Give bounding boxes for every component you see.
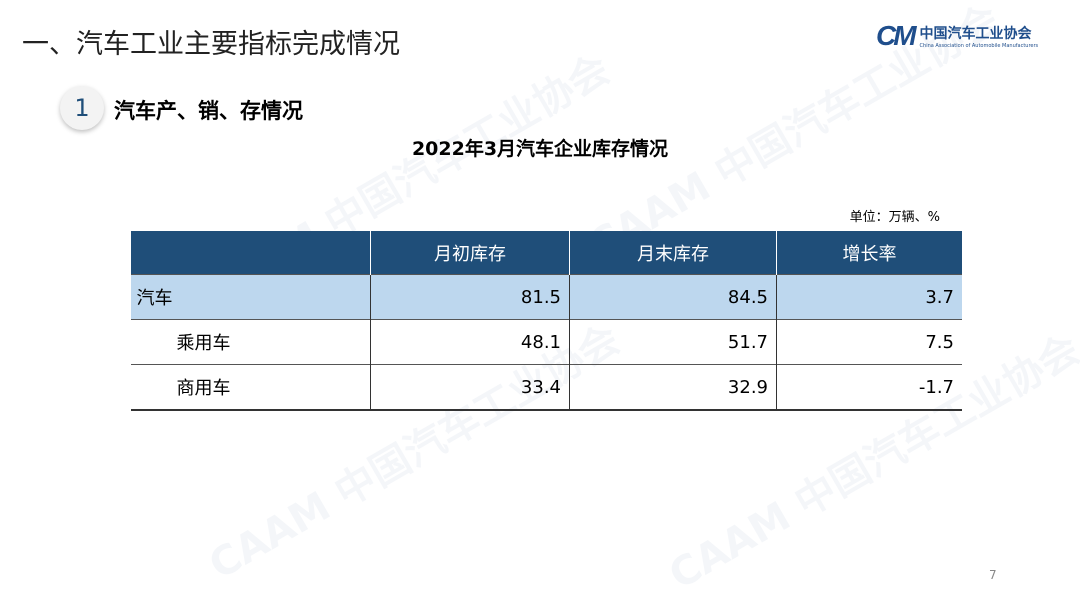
inventory-table: 月初库存 月末库存 增长率 汽车 81.5 84.5 3.7 乘用车 48.1 … [130,231,962,411]
slide-title: 一、汽车工业主要指标完成情况 [22,29,400,60]
cell: 51.7 [569,319,777,365]
header-cell [130,231,371,275]
cell: -1.7 [776,364,962,411]
header-cell: 月末库存 [569,231,777,275]
table-row: 乘用车 48.1 51.7 7.5 [130,319,962,365]
section-number: 1 [60,86,104,130]
cell: 48.1 [370,319,570,365]
row-label: 商用车 [130,364,371,411]
cell: 33.4 [370,364,570,411]
header-cell: 增长率 [776,231,962,275]
page-number: 7 [989,568,997,582]
table-row: 商用车 33.4 32.9 -1.7 [130,364,962,411]
logo-mark-icon: CM [876,20,917,51]
cell: 32.9 [569,364,777,411]
cell: 7.5 [776,319,962,365]
section-title: 汽车产、销、存情况 [114,99,303,123]
logo-name-en: China Association of Automobile Manufact… [919,43,1039,49]
logo: CM 中国汽车工业协会 China Association of Automob… [876,20,1038,52]
table-unit: 单位：万辆、% [849,210,940,225]
cell: 84.5 [569,274,777,320]
cell: 3.7 [776,274,962,320]
row-label: 汽车 [130,274,371,320]
table-header-row: 月初库存 月末库存 增长率 [130,231,962,275]
logo-name-cn: 中国汽车工业协会 [919,26,1032,42]
table-row: 汽车 81.5 84.5 3.7 [130,274,962,320]
table-title: 2022年3月汽车企业库存情况 [411,138,669,160]
header-cell: 月初库存 [370,231,570,275]
cell: 81.5 [370,274,570,320]
row-label: 乘用车 [130,319,371,365]
